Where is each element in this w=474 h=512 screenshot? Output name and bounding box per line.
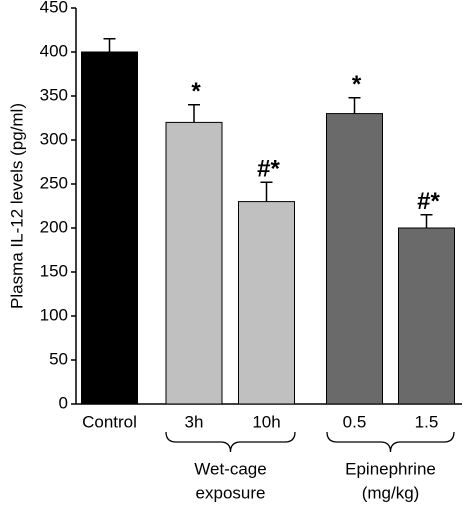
y-tick-label: 0 bbox=[59, 393, 68, 412]
y-tick-label: 50 bbox=[49, 349, 68, 368]
bar bbox=[238, 201, 295, 405]
x-tick-label: 10h bbox=[252, 412, 280, 431]
y-tick-label: 150 bbox=[40, 261, 68, 280]
error-bar bbox=[188, 104, 200, 123]
y-axis-label: Plasma IL-12 levels (pg/ml) bbox=[7, 103, 26, 309]
group-label: exposure bbox=[196, 483, 266, 502]
significance-label: * bbox=[352, 71, 362, 98]
y-tick-label: 250 bbox=[40, 173, 68, 192]
x-tick-label: Control bbox=[82, 412, 137, 431]
bar bbox=[326, 113, 383, 405]
group-brace bbox=[326, 431, 455, 453]
y-tick-label: 200 bbox=[40, 217, 68, 236]
group-label: (mg/kg) bbox=[362, 483, 420, 502]
significance-label: * bbox=[191, 78, 201, 105]
error-bar bbox=[260, 181, 273, 202]
group-label: Wet-cage bbox=[194, 459, 266, 478]
y-tick-label: 450 bbox=[40, 0, 68, 16]
y-tick-label: 350 bbox=[40, 85, 68, 104]
significance-label: #* bbox=[417, 188, 440, 215]
x-tick-label: 0.5 bbox=[343, 412, 367, 431]
y-tick-label: 400 bbox=[40, 41, 68, 60]
bar bbox=[81, 51, 138, 405]
error-bar bbox=[420, 214, 433, 228]
bar bbox=[165, 121, 223, 405]
y-tick-label: 300 bbox=[40, 129, 68, 148]
error-bar bbox=[348, 97, 361, 114]
significance-label: #* bbox=[257, 156, 280, 183]
error-bar bbox=[103, 38, 116, 52]
group-brace bbox=[165, 431, 296, 453]
x-tick-label: 1.5 bbox=[415, 412, 439, 431]
x-tick-label: 3h bbox=[185, 412, 204, 431]
bar bbox=[398, 227, 455, 405]
y-tick-label: 100 bbox=[40, 305, 68, 324]
group-label: Epinephrine bbox=[345, 459, 436, 478]
